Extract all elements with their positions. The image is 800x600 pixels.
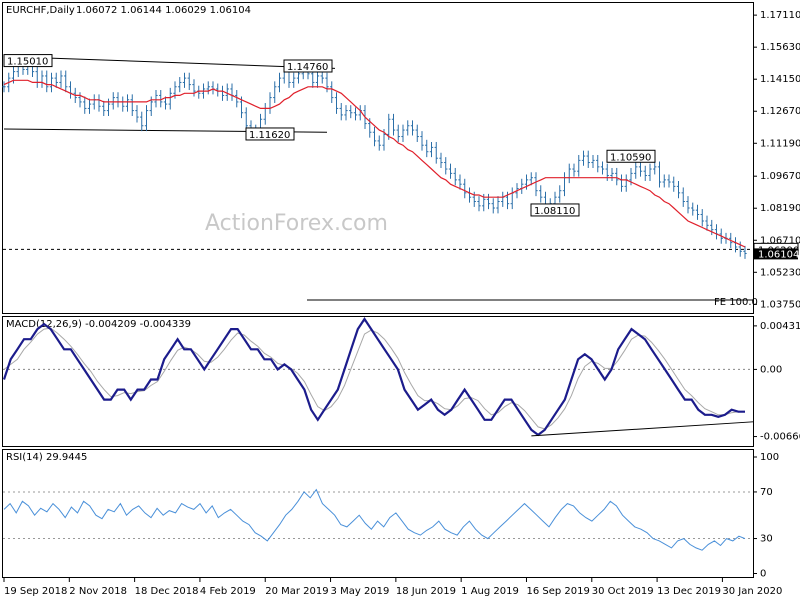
annotation-box [3, 54, 53, 68]
annotation-box [245, 127, 295, 141]
x-tick-label: 1 Aug 2019 [461, 586, 519, 597]
x-tick-label: 30 Oct 2019 [592, 586, 654, 597]
price-tick-label: 1.09670 [760, 171, 800, 182]
channel-top-line [3, 55, 336, 69]
macd-line [2, 317, 745, 437]
fe-label: FE 100.0 [714, 297, 758, 308]
x-tick-label: 2 Nov 2018 [69, 586, 127, 597]
current-price-tag [754, 248, 798, 260]
rsi-title: RSI(14) 29.9445 [6, 452, 87, 463]
price-tick-label: 1.17110 [760, 10, 800, 21]
annotation-box [283, 59, 333, 73]
price-tick-label: 1.05230 [760, 267, 800, 278]
x-tick-label: 30 Jan 2020 [722, 586, 782, 597]
annotation-box [530, 203, 580, 217]
price-tick-label: 1.15630 [760, 42, 800, 53]
rsi-tick-label: 0 [760, 569, 766, 580]
rsi-tick-label: 100 [760, 452, 779, 463]
annotation-label: 1.11620 [249, 130, 290, 141]
macd-trend-line [531, 421, 754, 437]
price-tick-label: 1.11190 [760, 138, 800, 149]
x-tick-label: 13 Dec 2019 [657, 586, 721, 597]
x-tick-label: 19 Sep 2018 [4, 586, 67, 597]
x-tick-label: 3 May 2019 [331, 586, 390, 597]
x-tick-label: 4 Feb 2019 [200, 586, 256, 597]
rsi-tick-label: 70 [760, 487, 773, 498]
x-tick-label: 20 Mar 2019 [265, 586, 328, 597]
x-tick-label: 16 Sep 2019 [526, 586, 589, 597]
price-tick-label: 1.12670 [760, 106, 800, 117]
macd-tick-label: -0.006663 [760, 432, 800, 443]
macd-title: MACD(12,26,9) -0.004209 -0.004339 [6, 319, 191, 330]
price-tick-label: 1.14150 [760, 74, 800, 85]
current-price-tag-label: 1.06104 [758, 249, 799, 260]
annotation-label: 1.15010 [7, 57, 48, 68]
rsi-panel [2, 449, 754, 578]
price-tick-label: 1.06710 [760, 235, 800, 246]
svg-text:EURCHF,Daily: EURCHF,Daily [6, 5, 75, 16]
macd-tick-label: 0.004319 [760, 321, 800, 332]
price-title: EURCHF,Daily 1.06072 1.06144 1.06029 1.0… [6, 5, 251, 16]
svg-text:1.06072 1.06144 1.06029 1.0610: 1.06072 1.06144 1.06029 1.06104 [76, 5, 251, 16]
macd-tick-label: 0.00 [760, 364, 782, 375]
x-tick-label: 18 Jun 2019 [396, 586, 456, 597]
annotation-box [606, 149, 656, 163]
x-tick-label: 18 Dec 2018 [135, 586, 199, 597]
annotation-label: 1.10590 [610, 152, 651, 163]
rsi-line [3, 488, 746, 551]
price-tick-label: 1.08190 [760, 203, 800, 214]
annotation-label: 1.14760 [287, 62, 328, 73]
price-tick-label: 1.03750 [760, 299, 800, 310]
watermark: ActionForex.com [205, 211, 388, 236]
rsi-tick-label: 30 [760, 534, 773, 545]
moving-average-line [3, 79, 746, 248]
annotation-label: 1.08110 [534, 206, 575, 217]
